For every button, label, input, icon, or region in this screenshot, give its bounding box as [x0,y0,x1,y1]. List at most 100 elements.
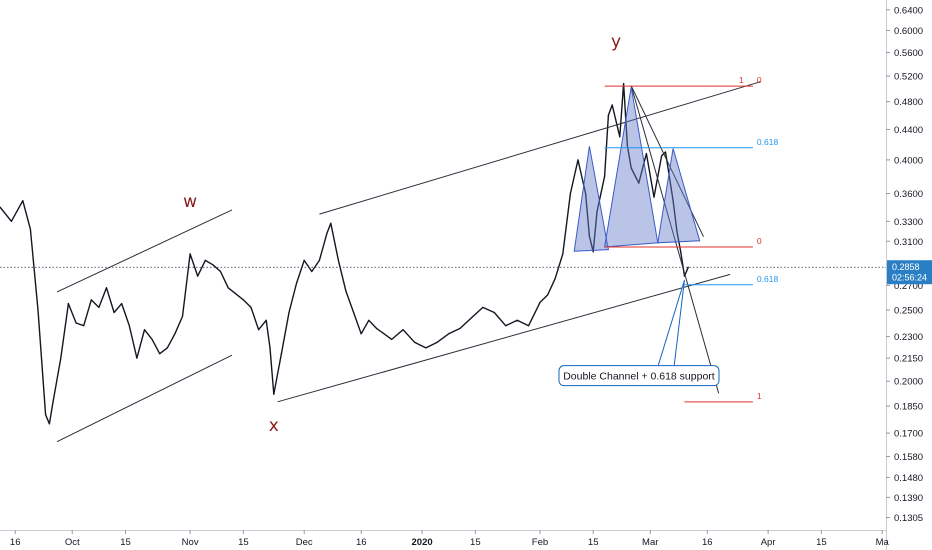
price-point [554,277,556,279]
time-tick-label: Mar [642,537,658,548]
price-point [83,325,85,327]
price-point [383,333,385,335]
price-point [596,211,598,213]
callout-pointer [657,279,685,366]
price-point [547,294,549,296]
trendline [56,209,233,293]
price-point [645,153,648,155]
price-tick-label: 0.2300 [894,332,923,343]
price-point [402,329,404,331]
price-point [318,259,320,261]
price-tick-label: 0.1850 [894,402,923,413]
price-tick-label: 0.4400 [894,125,923,136]
price-point [75,322,77,324]
price-point [136,357,138,359]
price-point [269,347,271,349]
price-point [676,230,678,232]
time-tick-label: Ma [876,537,890,548]
price-point [29,228,31,230]
price-tick-label: 0.5200 [894,72,923,83]
price-axis[interactable]: 0.6400 0.6000 0.5600 0.5200 0.4800 0.4400 0.40… [886,0,923,550]
wave-label: y [611,32,621,52]
price-point [577,159,579,161]
price-point [630,167,632,169]
price-point [664,151,667,153]
price-point [687,266,689,268]
price-point [48,423,51,425]
price-point [219,270,222,273]
fib-level-label: 0.618 [757,274,779,284]
price-point [128,325,130,327]
price-point [212,264,214,266]
price-point [159,353,161,355]
fib-level-label: 1 [739,75,744,85]
time-tick-label: 15 [120,537,131,548]
price-tick-label: 0.3600 [894,189,923,200]
price-tick-label: 0.2700 [894,281,923,292]
fib-level-label: 1 [757,391,762,401]
time-tick-label: 16 [10,537,21,548]
price-point [653,196,655,198]
time-tick-label: 15 [816,537,827,548]
price-point [562,253,564,255]
price-point [626,145,629,147]
price-point [425,347,427,349]
price-point [250,306,252,308]
price-point [189,253,191,255]
price-point [60,357,62,359]
price-tick-label: 0.2150 [894,354,923,365]
time-tick-label: 16 [356,537,367,548]
price-point [227,287,229,289]
price-point [265,319,267,321]
time-tick-label: 15 [238,537,249,548]
price-tick-label: 0.5600 [894,48,923,59]
drawings-layer: 1 0 0.618 0 0.618 1 w x y Double Channel + 0.618 … [0,32,886,443]
price-tick-label: 0.6400 [894,5,923,16]
time-tick-label: Oct [65,537,80,548]
price-point [638,182,640,184]
price-point [90,299,92,301]
price-point [375,327,378,329]
price-point [528,325,530,327]
time-tick-label: 2020 [412,537,433,548]
fib-level-label: 0 [757,75,762,85]
price-point [360,333,362,335]
price-point [311,270,313,273]
time-axis[interactable]: 16 Oct 15 Nov 15 Dec 16 2020 15 Feb 15 Mar 16 Apr 15 Ma [0,530,890,548]
fib-level-label: 0.618 [757,137,779,147]
price-point [204,259,206,261]
triangle-pattern [657,148,701,244]
price-point [337,259,339,261]
price-point [592,251,594,253]
fib-level-label: 0 [757,236,762,246]
price-point [588,235,591,237]
price-area[interactable] [0,82,689,425]
callout-text: Double Channel + 0.618 support [563,371,715,383]
trendline [319,81,761,215]
price-point [0,206,1,208]
price-point [470,317,473,319]
price-point [166,347,168,349]
price-point [52,400,54,402]
price-point [611,104,613,106]
price-point [288,311,290,314]
price-point [505,325,507,327]
last-price-value: 0.2858 [892,262,920,272]
price-tick-label: 0.2000 [894,377,923,388]
price-point [280,353,282,355]
price-point [181,315,184,317]
price-point [326,232,328,234]
price-point [459,327,461,329]
last-price-tag-bg [887,260,932,285]
time-tick-label: 15 [470,537,481,548]
price-point [448,333,450,335]
price-point [273,393,275,395]
callout-box [558,365,720,387]
price-point [151,338,153,340]
price-point [661,155,663,157]
price-point [105,287,108,289]
price-point [113,311,115,314]
